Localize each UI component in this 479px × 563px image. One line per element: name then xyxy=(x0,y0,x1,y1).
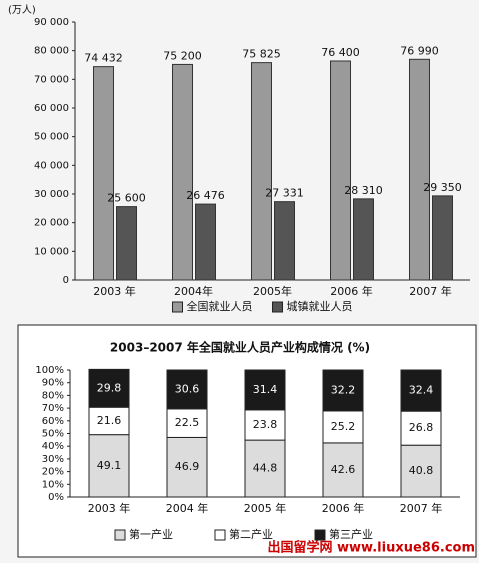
bar-segment xyxy=(88,406,130,436)
y-tick-label: 60 000 xyxy=(34,103,69,114)
bar-segment xyxy=(400,410,442,446)
value-label: 44.8 xyxy=(253,462,278,475)
legend-label: 第二产业 xyxy=(229,527,273,541)
value-label: 29.8 xyxy=(97,381,122,394)
value-label: 40.8 xyxy=(409,464,434,477)
x-tick-label: 2006 年 xyxy=(322,501,365,515)
legend-swatch xyxy=(272,301,283,313)
value-label: 74 432 xyxy=(84,52,123,65)
x-tick-label: 2006 年 xyxy=(330,284,373,298)
bar-segment xyxy=(400,444,442,498)
y-tick-label: 70% xyxy=(42,403,64,414)
x-tick-label: 2007 年 xyxy=(400,501,443,515)
legend-label: 第三产业 xyxy=(329,527,373,541)
value-label: 23.8 xyxy=(253,418,278,431)
bar xyxy=(432,195,453,281)
y-tick-label: 20% xyxy=(42,467,64,478)
y-tick-label: 90% xyxy=(42,378,64,389)
y-tick-label: 90 000 xyxy=(34,17,69,28)
bar-segment xyxy=(244,439,286,498)
y-tick-label: 50 000 xyxy=(34,132,69,143)
value-label: 76 990 xyxy=(400,44,439,57)
x-tick-label: 2003 年 xyxy=(88,501,131,515)
legend-swatch xyxy=(214,529,226,541)
bar xyxy=(93,66,114,281)
value-label: 27 331 xyxy=(265,187,304,200)
bar xyxy=(251,62,272,281)
value-label: 75 825 xyxy=(242,48,281,61)
y-tick-label: 30 000 xyxy=(34,189,69,200)
legend-label: 全国就业人员 xyxy=(187,299,253,313)
bar-segment xyxy=(88,368,130,408)
legend-swatch xyxy=(314,529,326,541)
value-label: 26.8 xyxy=(409,421,434,434)
x-tick-label: 2004 年 xyxy=(166,501,209,515)
value-label: 25.2 xyxy=(331,420,356,433)
bar-segment xyxy=(244,369,286,411)
x-tick-label: 2003 年 xyxy=(93,284,136,298)
value-label: 75 200 xyxy=(163,49,202,62)
bar-segment xyxy=(244,409,286,441)
value-label: 31.4 xyxy=(253,383,278,396)
bar xyxy=(172,63,193,281)
bar-segment xyxy=(166,436,208,498)
bar-segment xyxy=(322,410,364,444)
x-tick-label: 2005年 xyxy=(253,284,292,298)
y-tick-label: 70 000 xyxy=(34,74,69,85)
x-tick-label: 2005 年 xyxy=(244,501,287,515)
x-tick-label: 2007 年 xyxy=(409,284,452,298)
bar-segment xyxy=(166,369,208,410)
value-label: 22.5 xyxy=(175,416,200,429)
y-tick-label: 80 000 xyxy=(34,46,69,57)
y-tick-label: 0 xyxy=(63,275,69,286)
y-tick-label: 40 000 xyxy=(34,160,69,171)
bar-segment xyxy=(88,434,130,498)
bar xyxy=(409,58,430,281)
y-axis-label: (万人) xyxy=(8,4,36,16)
bar xyxy=(353,198,374,281)
bar xyxy=(330,60,351,281)
y-tick-label: 60% xyxy=(42,416,64,427)
value-label: 30.6 xyxy=(175,382,200,395)
bar-segment xyxy=(400,369,442,412)
watermark: 出国留学网 www.liuxue86.com xyxy=(268,540,476,556)
legend-label: 第一产业 xyxy=(129,527,173,541)
y-tick-label: 100% xyxy=(35,365,64,376)
value-label: 76 400 xyxy=(321,46,360,59)
chart-title: 2003–2007 年全国就业人员产业构成情况 (%) xyxy=(110,340,370,355)
y-tick-label: 10 000 xyxy=(34,246,69,257)
y-tick-label: 30% xyxy=(42,454,64,465)
bar xyxy=(116,206,137,281)
bar-segment xyxy=(322,442,364,498)
value-label: 49.1 xyxy=(97,459,122,472)
y-tick-label: 80% xyxy=(42,390,64,401)
y-tick-label: 40% xyxy=(42,441,64,452)
bar-segment xyxy=(322,369,364,412)
value-label: 21.6 xyxy=(97,414,122,427)
y-tick-label: 0% xyxy=(48,492,64,503)
value-label: 25 600 xyxy=(107,192,146,205)
bar xyxy=(274,201,295,281)
y-tick-label: 50% xyxy=(42,429,64,440)
value-label: 46.9 xyxy=(175,460,200,473)
y-tick-label: 10% xyxy=(42,479,64,490)
value-label: 28 310 xyxy=(344,184,383,197)
legend-swatch xyxy=(114,529,126,541)
value-label: 42.6 xyxy=(331,463,356,476)
bar xyxy=(195,203,216,281)
value-label: 32.2 xyxy=(331,383,356,396)
legend-swatch xyxy=(172,301,183,313)
x-tick-label: 2004年 xyxy=(174,284,213,298)
value-label: 26 476 xyxy=(186,189,225,202)
y-tick-label: 20 000 xyxy=(34,218,69,229)
value-label: 29 350 xyxy=(423,181,462,194)
legend-label: 城镇就业人员 xyxy=(287,299,353,313)
value-label: 32.4 xyxy=(409,384,434,397)
